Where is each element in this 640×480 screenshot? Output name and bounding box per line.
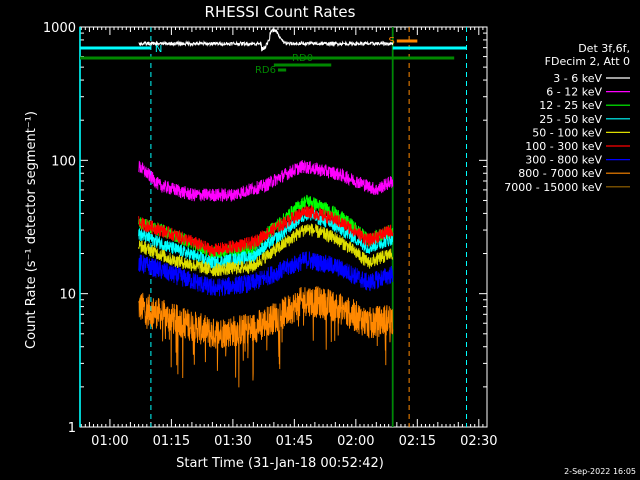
x-tick-label: 02:30 [460, 434, 497, 449]
plot-area: 1 10 100 1000 01:00 01:15 01:30 01:45 02:00 02:15… [43, 21, 630, 449]
series-line-7 [138, 286, 394, 388]
x-tick-label: 01:15 [153, 434, 190, 449]
flag-label: RD6 [255, 65, 276, 76]
y-tick-label: 100 [51, 154, 76, 169]
flag-label: S [388, 36, 394, 47]
y-tick-label: 10 [59, 288, 76, 303]
x-tick-label: 01:30 [214, 434, 251, 449]
legend-label: 7000 - 15000 keV [504, 181, 602, 194]
legend-label: 3 - 6 keV [553, 72, 602, 85]
legend-label: 300 - 800 keV [525, 154, 602, 167]
legend-label: 800 - 7000 keV [518, 167, 602, 180]
legend-header-line-1: Det 3f,6f, [578, 42, 630, 55]
legend-header-line-2: FDecim 2, Att 0 [545, 55, 630, 68]
y-tick-label: 1000 [43, 21, 76, 36]
flag-label: N [155, 44, 162, 55]
series-line-0 [138, 27, 394, 52]
x-axis-label: Start Time (31-Jan-18 00:52:42) [176, 456, 384, 471]
y-tick-label: 1 [68, 421, 76, 436]
chart-title: RHESSI Count Rates [205, 3, 356, 21]
series-line-1 [138, 160, 394, 203]
series-line-4 [138, 223, 394, 277]
series-line-6 [138, 250, 394, 297]
x-tick-label: 01:45 [276, 434, 313, 449]
legend-label: 25 - 50 keV [539, 113, 602, 126]
legend-label: 100 - 300 keV [525, 140, 602, 153]
legend-label: 50 - 100 keV [532, 126, 602, 139]
timestamp-annotation: 2-Sep-2022 16:05 [564, 467, 636, 476]
y-axis-label: Count Rate (s⁻¹ detector segment⁻¹) [24, 111, 39, 349]
legend-label: 6 - 12 keV [546, 86, 602, 99]
series-line-5 [138, 205, 394, 257]
flag-label: RD0 [292, 53, 313, 64]
series-line-3 [138, 207, 394, 270]
x-tick-label: 01:00 [91, 434, 128, 449]
legend-label: 12 - 25 keV [539, 99, 602, 112]
x-tick-label: 02:15 [399, 434, 436, 449]
x-tick-label: 02:00 [337, 434, 374, 449]
